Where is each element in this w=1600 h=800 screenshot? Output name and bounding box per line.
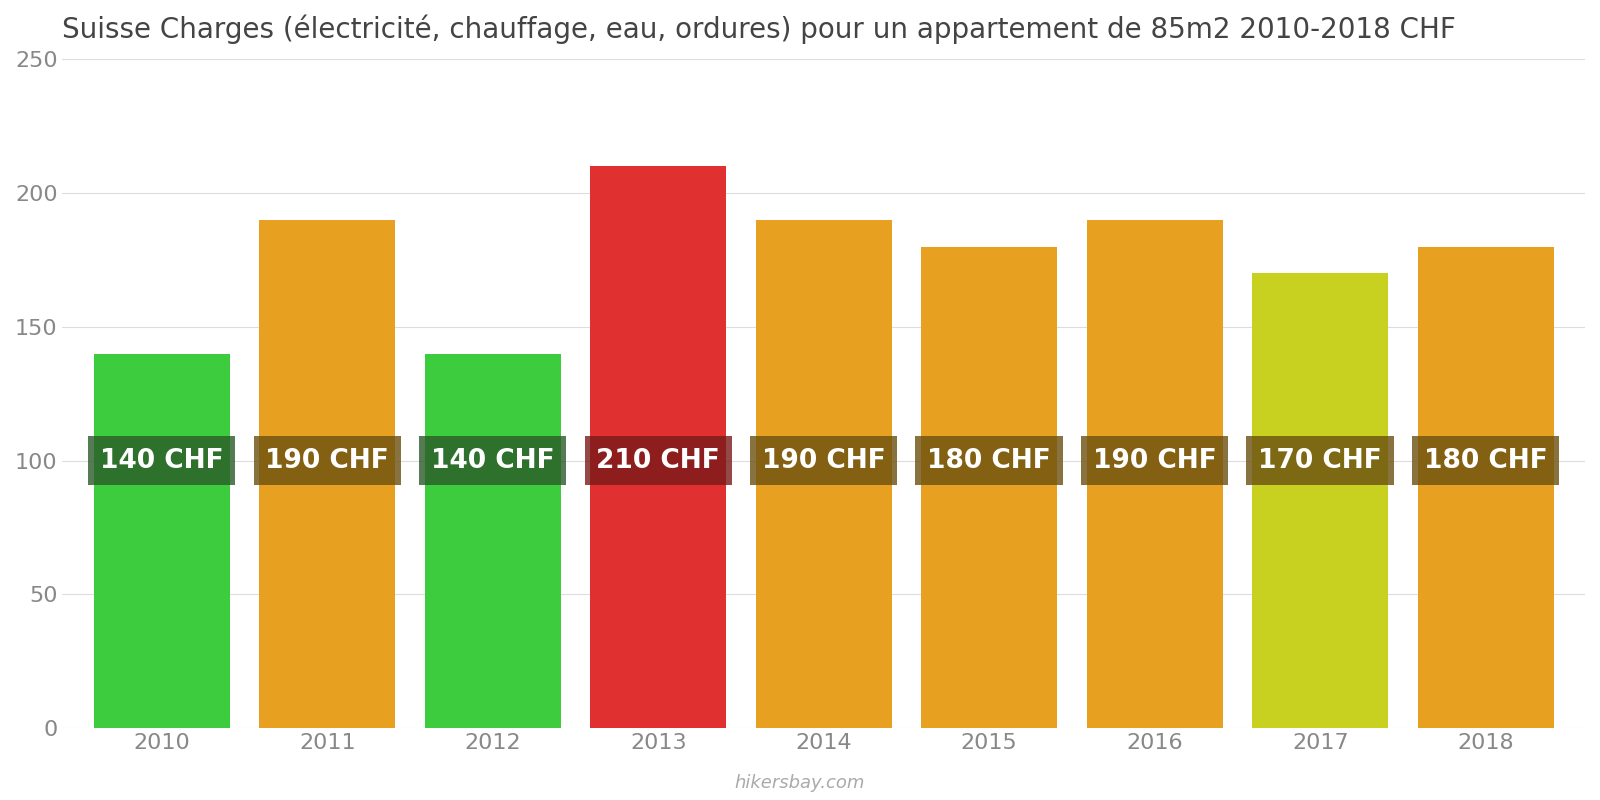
- Text: 190 CHF: 190 CHF: [1093, 448, 1216, 474]
- Bar: [259, 220, 395, 728]
- Text: 170 CHF: 170 CHF: [1258, 448, 1382, 474]
- Bar: [590, 166, 726, 728]
- Text: 190 CHF: 190 CHF: [266, 448, 389, 474]
- Bar: [1086, 220, 1222, 728]
- Bar: [755, 220, 891, 728]
- Text: Suisse Charges (électricité, chauffage, eau, ordures) pour un appartement de 85m: Suisse Charges (électricité, chauffage, …: [62, 15, 1456, 45]
- Bar: [426, 354, 560, 728]
- Text: 210 CHF: 210 CHF: [597, 448, 720, 474]
- Bar: [1253, 274, 1389, 728]
- Bar: [94, 354, 230, 728]
- Text: 140 CHF: 140 CHF: [99, 448, 224, 474]
- Text: 180 CHF: 180 CHF: [928, 448, 1051, 474]
- Bar: [1418, 246, 1554, 728]
- Text: 140 CHF: 140 CHF: [430, 448, 555, 474]
- Text: 190 CHF: 190 CHF: [762, 448, 886, 474]
- Text: 180 CHF: 180 CHF: [1424, 448, 1547, 474]
- Bar: [922, 246, 1058, 728]
- Text: hikersbay.com: hikersbay.com: [734, 774, 866, 792]
